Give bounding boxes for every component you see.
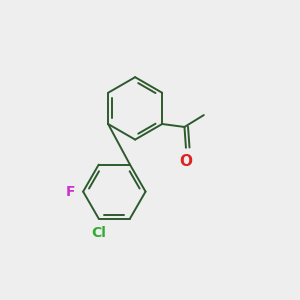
Text: Cl: Cl xyxy=(91,226,106,240)
Text: O: O xyxy=(179,154,192,169)
Text: F: F xyxy=(66,184,76,199)
